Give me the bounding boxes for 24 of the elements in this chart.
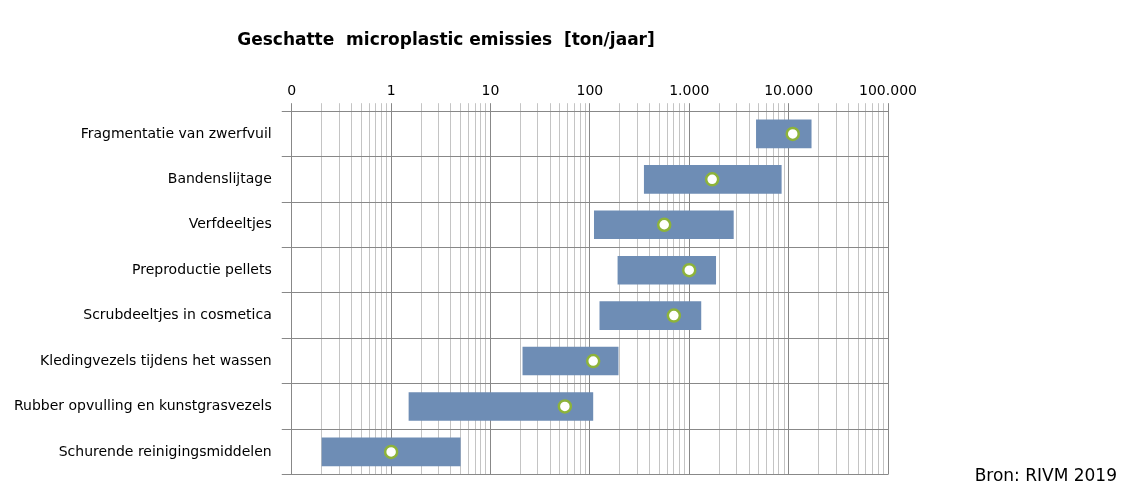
x-tick-label: 0 <box>287 82 297 99</box>
y-tick-label: Verfdeeltjes <box>188 215 272 232</box>
x-tick-label: 100 <box>576 82 604 99</box>
chart-title: Geschatte microplastic emissies [ton/jaar] <box>237 28 655 49</box>
x-tick-label: 1 <box>386 82 396 99</box>
text: Bron: RIVM 2019 <box>974 465 1117 485</box>
bar <box>522 346 619 376</box>
y-tick-label: Preproductie pellets <box>132 260 272 277</box>
x-tick-label: 100.000 <box>859 82 917 99</box>
bar <box>593 210 734 240</box>
y-tick-label: Rubber opvulling en kunstgrasvezels <box>13 397 272 414</box>
x-tick-label: 10.000 <box>764 82 814 99</box>
bar <box>599 301 702 330</box>
y-tick-label: Bandenslijtage <box>167 169 272 186</box>
bar <box>408 392 594 421</box>
bar <box>643 165 782 194</box>
y-tick-label: Schurende reinigingsmiddelen <box>58 442 272 459</box>
y-tick-label: Fragmentatie van zwerfvuil <box>80 124 272 141</box>
y-tick-label: Kledingvezels tijdens het wassen <box>40 351 272 368</box>
bar <box>617 255 717 285</box>
x-tick-label: 10 <box>481 82 500 99</box>
y-tick-label: Scrubdeeltjes in cosmetica <box>83 306 272 323</box>
bar <box>321 437 461 467</box>
x-tick-label: 1.000 <box>669 82 710 99</box>
